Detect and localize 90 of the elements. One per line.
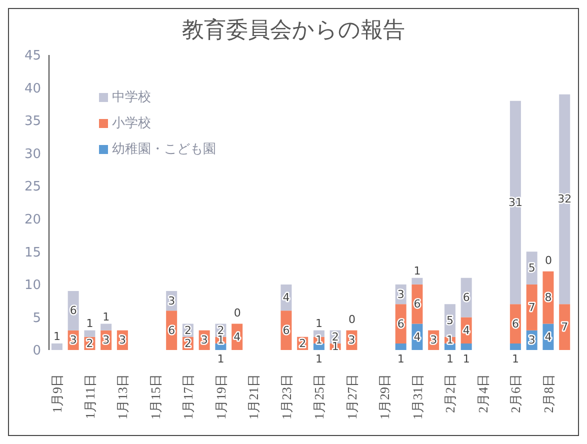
x-tick-label: 1月21日 bbox=[246, 374, 262, 420]
data-label: 31 bbox=[508, 196, 522, 209]
x-tick-label: 1月13日 bbox=[115, 374, 130, 420]
x-tick-label: 1月17日 bbox=[180, 374, 196, 420]
data-label: 1 bbox=[102, 310, 110, 324]
x-tick-label: 2月8日 bbox=[540, 374, 556, 413]
y-tick-label: 5 bbox=[32, 310, 41, 326]
data-label: 7 bbox=[528, 300, 536, 314]
data-label: 8 bbox=[544, 291, 552, 304]
x-tick-label: 1月25日 bbox=[312, 374, 327, 420]
data-label: 3 bbox=[397, 288, 404, 301]
data-label: 0 bbox=[544, 254, 552, 267]
x-tick-label: 1月23日 bbox=[278, 374, 294, 420]
x-tick-label: 1月9日 bbox=[50, 374, 65, 413]
data-label: 1 bbox=[86, 316, 94, 330]
y-tick-label: 25 bbox=[24, 180, 41, 195]
data-label: 4 bbox=[544, 330, 552, 344]
data-label: 2 bbox=[332, 330, 339, 344]
data-label: 1 bbox=[217, 334, 224, 347]
data-label: 3 bbox=[168, 294, 176, 308]
bar bbox=[84, 330, 96, 337]
data-label: 1 bbox=[315, 334, 322, 347]
data-label: 3 bbox=[70, 334, 77, 347]
data-label: 1 bbox=[315, 352, 322, 366]
legend-label: 中学校 bbox=[112, 90, 151, 105]
data-label: 2 bbox=[86, 336, 94, 350]
legend-label: 小学校 bbox=[112, 116, 151, 131]
x-tick-label: 1月11日 bbox=[82, 374, 98, 420]
x-tick-label: 2月4日 bbox=[475, 374, 490, 413]
data-label: 1 bbox=[446, 334, 454, 347]
bar bbox=[559, 94, 570, 304]
data-label: 1 bbox=[397, 352, 404, 366]
data-label: 1 bbox=[462, 352, 470, 366]
data-label: 3 bbox=[102, 334, 110, 347]
data-label: 1 bbox=[315, 316, 322, 330]
x-tick-label: 1月31日 bbox=[410, 374, 425, 420]
y-tick-label: 40 bbox=[24, 81, 41, 96]
bar bbox=[510, 100, 521, 304]
bar bbox=[51, 343, 62, 350]
data-label: 3 bbox=[118, 334, 126, 347]
data-label: 3 bbox=[348, 334, 356, 347]
data-label: 7 bbox=[561, 320, 568, 334]
data-label: 3 bbox=[200, 334, 208, 347]
bar bbox=[100, 324, 112, 330]
data-label: 6 bbox=[414, 298, 421, 311]
data-label: 6 bbox=[512, 317, 519, 330]
y-tick-label: 10 bbox=[24, 278, 41, 294]
data-label: 5 bbox=[528, 262, 536, 275]
data-label: 6 bbox=[70, 304, 77, 318]
y-tick-label: 20 bbox=[24, 212, 41, 228]
x-tick-label: 1月19日 bbox=[213, 374, 228, 420]
data-label: 1 bbox=[414, 264, 421, 278]
data-label: 4 bbox=[282, 291, 290, 304]
data-label: 1 bbox=[512, 352, 519, 366]
data-label: 1 bbox=[53, 330, 60, 343]
data-label: 32 bbox=[558, 192, 572, 206]
y-tick-label: 30 bbox=[24, 146, 41, 162]
data-label: 1 bbox=[217, 352, 224, 366]
y-tick-label: 45 bbox=[24, 48, 41, 64]
y-tick-label: 0 bbox=[32, 344, 41, 359]
data-label: 6 bbox=[397, 317, 404, 330]
chart-title: 教育委員会からの報告 bbox=[181, 17, 406, 45]
data-label: 4 bbox=[414, 330, 421, 344]
y-tick-label: 15 bbox=[24, 245, 41, 260]
data-label: 6 bbox=[462, 291, 470, 304]
y-tick-label: 35 bbox=[24, 114, 41, 130]
data-label: 5 bbox=[446, 314, 454, 327]
data-label: 4 bbox=[234, 330, 241, 344]
data-label: 1 bbox=[446, 352, 454, 366]
legend-label: 幼稚園・こども園 bbox=[112, 142, 216, 157]
x-tick-label: 1月27日 bbox=[344, 374, 360, 420]
data-label: 3 bbox=[528, 334, 536, 347]
data-label: 2 bbox=[184, 336, 192, 350]
x-tick-label: 2月6日 bbox=[508, 374, 524, 413]
x-tick-label: 2月2日 bbox=[442, 374, 458, 413]
bar bbox=[412, 278, 423, 284]
data-label: 3 bbox=[430, 334, 438, 347]
bar bbox=[460, 343, 472, 350]
data-label: 2 bbox=[217, 324, 224, 337]
data-label: 6 bbox=[282, 324, 290, 337]
data-label: 2 bbox=[299, 336, 306, 350]
data-label: 6 bbox=[168, 324, 176, 337]
data-label: 4 bbox=[462, 324, 470, 337]
x-tick-label: 1月15日 bbox=[148, 374, 163, 420]
data-label: 2 bbox=[184, 324, 192, 337]
data-label: 0 bbox=[348, 312, 356, 326]
x-tick-label: 1月29日 bbox=[377, 374, 392, 420]
bar bbox=[395, 343, 406, 350]
data-label: 0 bbox=[234, 306, 241, 320]
bar bbox=[510, 343, 521, 350]
